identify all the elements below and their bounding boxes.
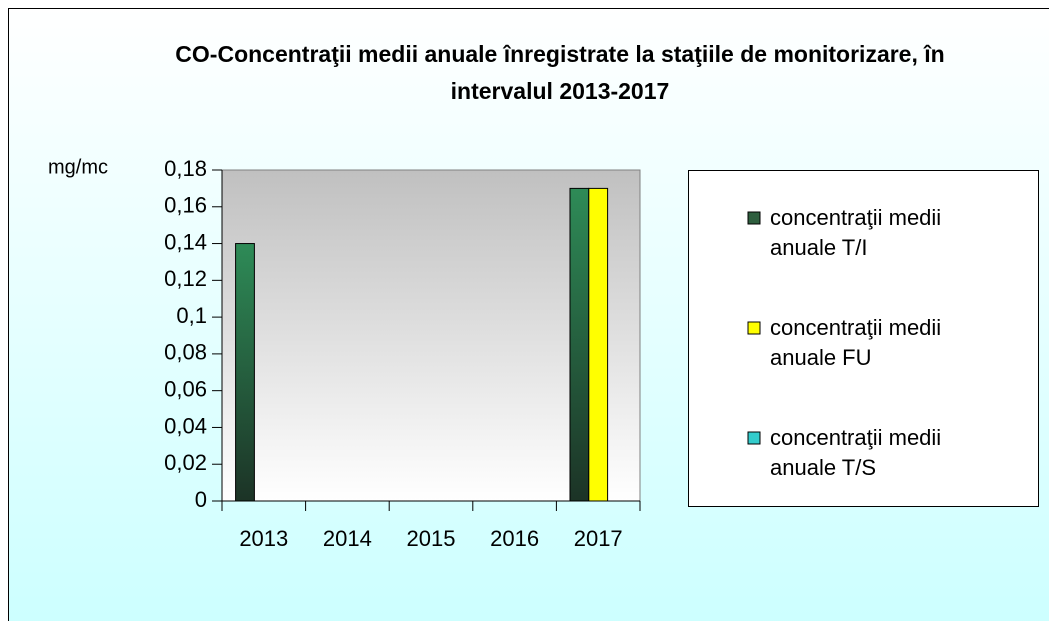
x-tick-label: 2016: [490, 526, 539, 551]
y-tick-label: 0,12: [164, 266, 207, 291]
legend-label: concentraţii medii anuale T/I: [770, 205, 942, 260]
x-tick-label: 2013: [239, 526, 288, 551]
x-tick-label: 2015: [407, 526, 456, 551]
legend-label: concentraţii medii anuale FU: [770, 315, 942, 370]
legend-marker: [747, 431, 761, 445]
y-tick-label: 0,08: [164, 340, 207, 365]
y-tick-label: 0,1: [176, 303, 207, 328]
y-tick-label: 0,02: [164, 450, 207, 475]
legend-marker: [747, 321, 761, 335]
x-tick-label: 2014: [323, 526, 372, 551]
x-tick-label: 2017: [574, 526, 623, 551]
bar: [588, 187, 609, 502]
legend-label: concentraţii medii anuale T/S: [770, 425, 942, 480]
y-tick-label: 0: [195, 487, 207, 512]
y-tick-label: 0,18: [164, 156, 207, 181]
bar: [235, 243, 255, 502]
y-tick-label: 0,04: [164, 413, 207, 438]
legend-box: [688, 170, 1039, 507]
y-tick-label: 0,14: [164, 229, 207, 254]
bar: [569, 187, 590, 502]
y-axis-label: mg/mc: [48, 156, 108, 178]
chart-title: CO-Concentraţii medii anuale înregistrat…: [175, 41, 945, 104]
legend-marker: [747, 211, 761, 225]
y-tick-label: 0,06: [164, 376, 207, 401]
y-tick-label: 0,16: [164, 193, 207, 218]
